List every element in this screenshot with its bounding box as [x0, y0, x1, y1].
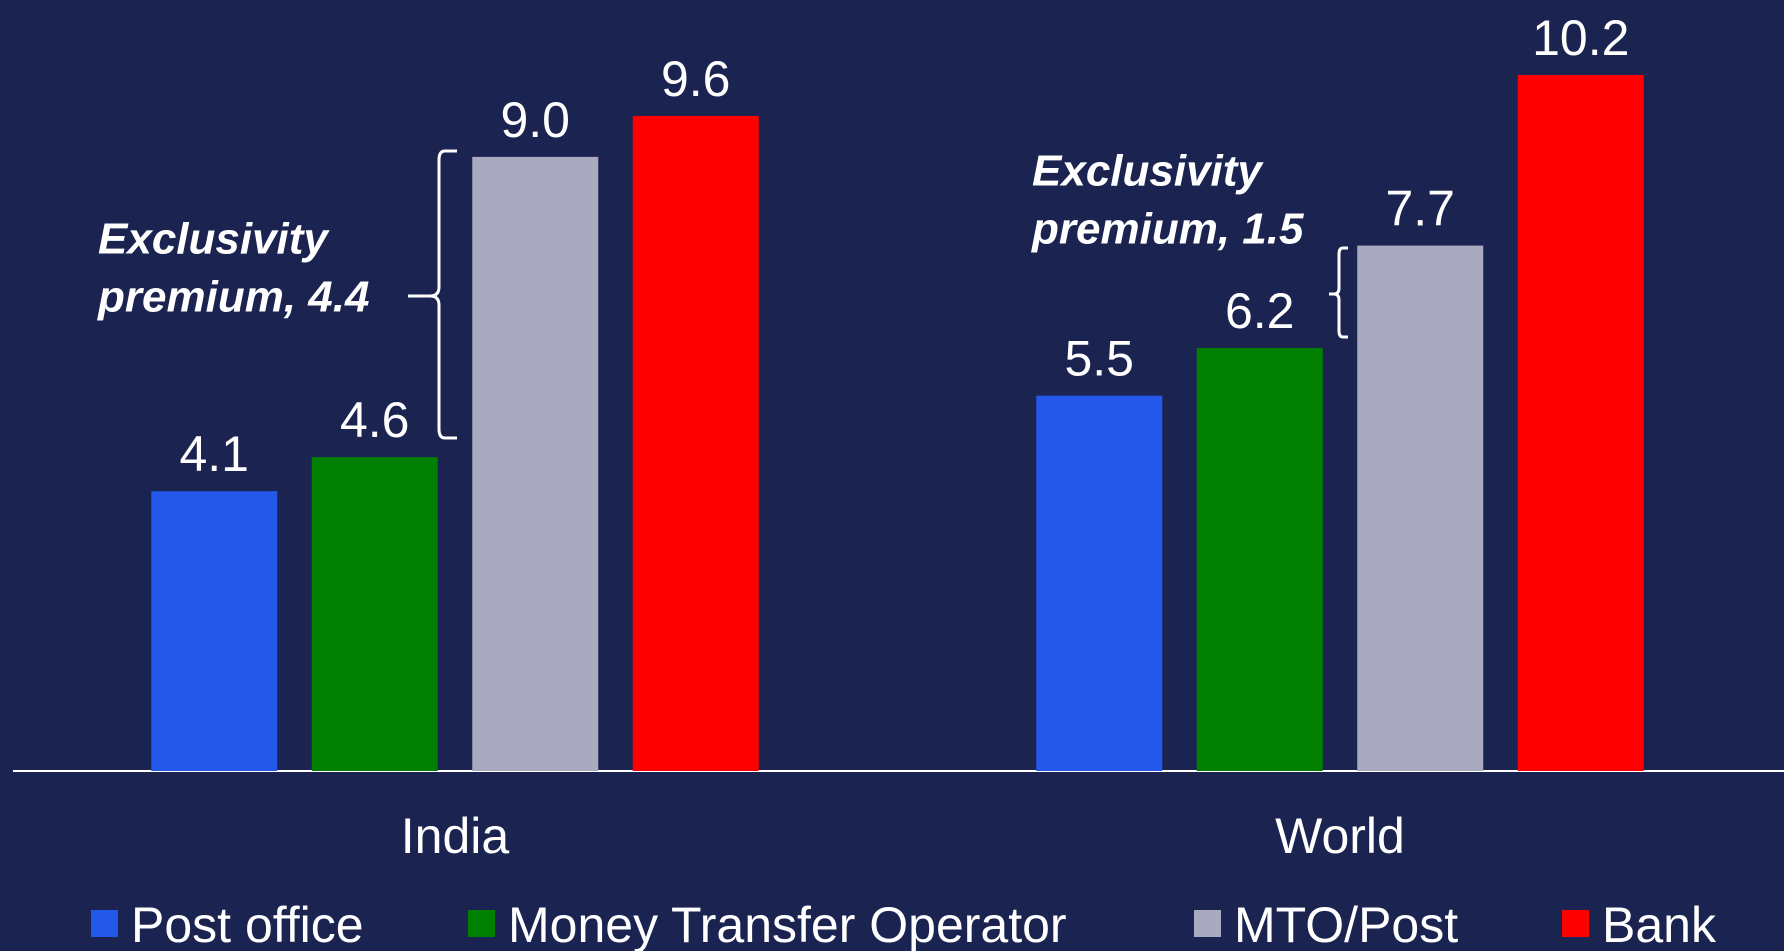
bar [632, 115, 759, 772]
annotation: premium, 1.5 [1031, 205, 1304, 254]
legend-label: MTO/Post [1234, 897, 1458, 951]
value-label: 4.1 [179, 426, 249, 482]
legend-swatch [91, 910, 118, 937]
value-label: 4.6 [340, 392, 410, 448]
value-label: 7.7 [1385, 181, 1455, 237]
bracket [408, 149, 457, 440]
legend-swatch [1194, 910, 1221, 937]
bracket [1329, 246, 1348, 339]
x-tick-label: India [401, 808, 510, 864]
value-label: 10.2 [1532, 10, 1629, 66]
value-label: 5.5 [1064, 331, 1134, 387]
legend-label: Bank [1602, 897, 1717, 951]
bar [1036, 395, 1163, 771]
annotation: Exclusivity [98, 215, 330, 264]
legend-label: Money Transfer Operator [508, 897, 1067, 951]
bar [1196, 347, 1323, 771]
x-tick-label: World [1275, 808, 1405, 864]
annotation: Exclusivity [1032, 147, 1264, 196]
bar [472, 156, 599, 772]
legend-swatch [1562, 910, 1589, 937]
value-label: 9.6 [661, 51, 731, 107]
bar [1517, 75, 1644, 771]
legend-label: Post office [131, 897, 364, 951]
value-label: 9.0 [500, 92, 570, 148]
legend-swatch [468, 910, 495, 937]
bar [1357, 245, 1484, 771]
annotation: premium, 4.4 [97, 273, 369, 322]
bar [311, 457, 438, 771]
value-label: 6.2 [1225, 283, 1295, 339]
bar [151, 491, 278, 771]
